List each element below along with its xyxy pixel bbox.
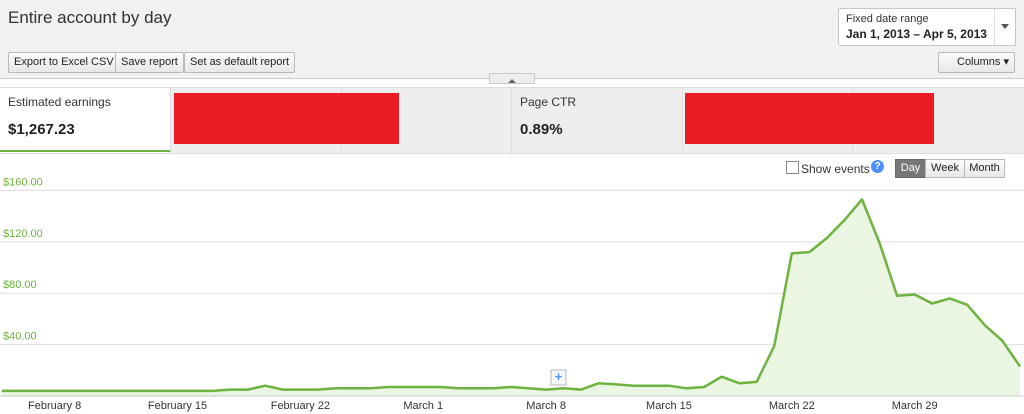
x-tick-label: March 29	[892, 400, 938, 412]
x-tick-label: February 15	[148, 400, 207, 412]
month-button[interactable]: Month	[964, 159, 1005, 178]
y-tick-label: $80.00	[3, 279, 37, 291]
annotation-marker	[550, 369, 567, 386]
metric-tabs: Estimated earnings $1,267.23 Page CTR 0.…	[0, 87, 1024, 154]
y-tick-label: $120.00	[3, 228, 43, 240]
x-tick-label: March 1	[403, 400, 443, 412]
active-tab-underline	[0, 150, 170, 152]
redaction	[685, 93, 934, 144]
default-button[interactable]: Set as default report	[184, 52, 296, 73]
date-range: Jan 1, 2013 – Apr 5, 2013	[846, 27, 987, 41]
redaction	[174, 93, 399, 144]
date-range-picker[interactable]: Fixed date range Jan 1, 2013 – Apr 5, 20…	[838, 8, 1016, 46]
metric-tab[interactable]	[342, 88, 512, 153]
x-tick-label: February 22	[271, 400, 330, 412]
show-events-label: Show events	[801, 162, 870, 176]
week-button[interactable]: Week	[925, 159, 965, 178]
metric-value: 0.89%	[520, 121, 563, 138]
export-button[interactable]: Export to Excel CSV	[8, 52, 120, 73]
metric-label: Page CTR	[520, 95, 577, 109]
save-button[interactable]: Save report	[115, 52, 184, 73]
area	[2, 199, 1020, 396]
x-tick-label: March 22	[769, 400, 815, 412]
metric-tab[interactable]: Page CTR 0.89%	[512, 88, 683, 153]
collapse-toggle[interactable]	[489, 73, 535, 84]
metric-tab[interactable]: Estimated earnings $1,267.23	[0, 88, 171, 153]
show-events-checkbox[interactable]	[786, 161, 799, 174]
annotation-plus: +	[555, 369, 563, 384]
columns-label: Columns	[957, 56, 1001, 68]
y-tick-label: $40.00	[3, 331, 37, 343]
help-icon[interactable]: ?	[871, 160, 884, 173]
columns-button[interactable]: Columns ▾	[938, 52, 1015, 73]
day-button[interactable]: Day	[895, 159, 926, 178]
metric-label: Estimated earnings	[8, 95, 111, 109]
y-tick-label: $160.00	[3, 176, 43, 188]
x-tick-label: February 8	[28, 400, 81, 412]
line	[2, 198, 1022, 393]
metric-value: $1,267.23	[8, 121, 75, 138]
x-tick-label: March 8	[526, 400, 566, 412]
dropdown-arrow[interactable]	[994, 9, 1015, 45]
x-tick-label: March 15	[646, 400, 692, 412]
report-title: Entire account by day	[8, 8, 172, 27]
date-range-label: Fixed date range	[846, 13, 929, 25]
